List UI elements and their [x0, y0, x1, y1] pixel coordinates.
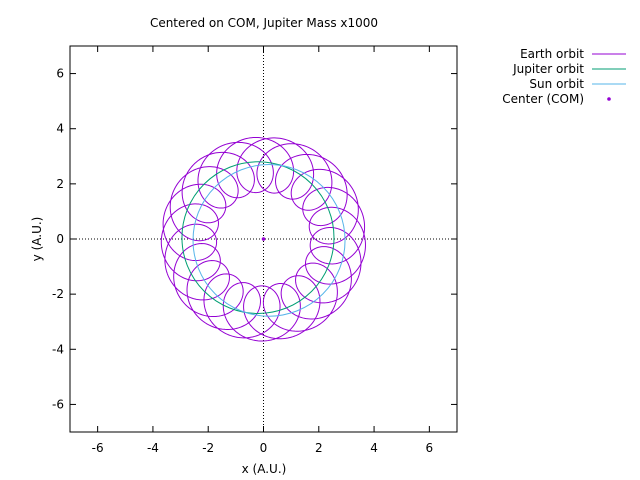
legend-label: Jupiter orbit: [512, 62, 584, 76]
legend-label: Center (COM): [502, 92, 584, 106]
x-axis-label: x (A.U.): [242, 462, 287, 476]
x-tick-label: -4: [147, 441, 159, 455]
y-tick-label: 2: [56, 177, 64, 191]
plot-area: [70, 46, 457, 432]
x-tick-label: 0: [260, 441, 268, 455]
x-tick-label: -2: [202, 441, 214, 455]
x-axis-ticks: -6 -4 -2 0 2 4 6: [92, 46, 434, 455]
y-tick-label: 0: [56, 232, 64, 246]
x-tick-label: 6: [426, 441, 434, 455]
y-axis-ticks: -6 -4 -2 0 2 4 6: [52, 67, 457, 411]
legend-marker: [607, 97, 611, 101]
x-tick-label: 4: [370, 441, 378, 455]
series-line-sun-orbit: [192, 164, 346, 317]
chart-title: Centered on COM, Jupiter Mass x1000: [150, 16, 378, 30]
x-tick-label: -6: [92, 441, 104, 455]
com-point: [261, 237, 266, 241]
legend-label: Sun orbit: [529, 77, 584, 91]
y-tick-label: 4: [56, 122, 64, 136]
y-tick-label: -6: [52, 397, 64, 411]
y-tick-label: 6: [56, 67, 64, 81]
series-line-jupiter-orbit: [181, 161, 335, 314]
series-line-earth-orbit: [160, 136, 366, 342]
y-tick-label: -2: [52, 287, 64, 301]
legend-label: Earth orbit: [520, 47, 584, 61]
y-axis-label: y (A.U.): [30, 217, 44, 262]
y-tick-label: -4: [52, 342, 64, 356]
x-tick-label: 2: [315, 441, 323, 455]
